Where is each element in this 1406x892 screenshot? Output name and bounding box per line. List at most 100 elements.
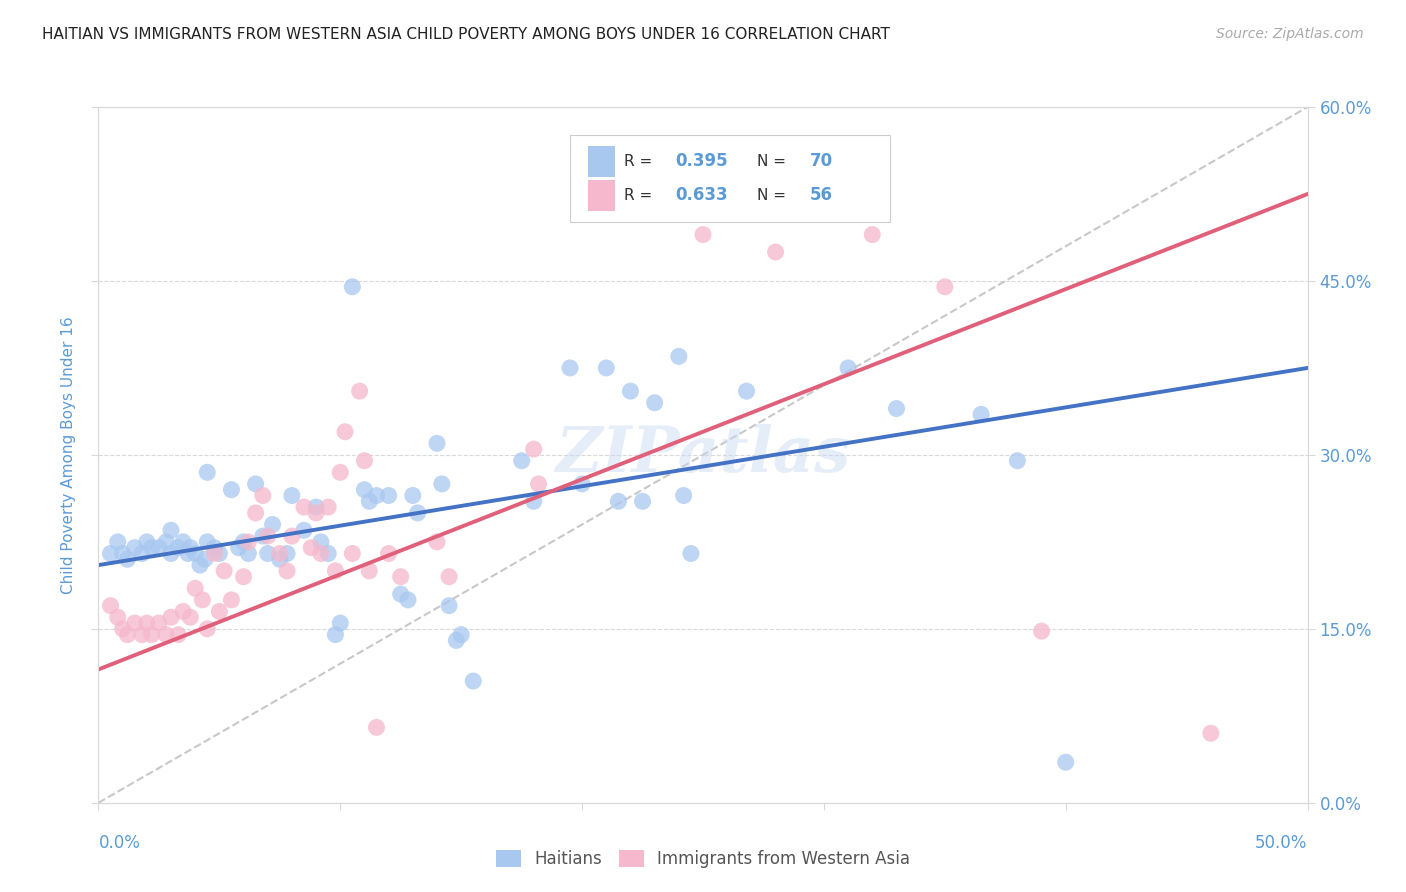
Point bbox=[619, 384, 641, 398]
Point bbox=[179, 541, 201, 555]
Point bbox=[309, 546, 332, 561]
Point bbox=[316, 500, 339, 514]
Point bbox=[934, 279, 956, 293]
Point bbox=[262, 517, 284, 532]
Point bbox=[631, 494, 654, 508]
Point bbox=[208, 605, 231, 619]
Point bbox=[1054, 755, 1077, 769]
Point bbox=[111, 546, 134, 561]
Point bbox=[124, 615, 146, 630]
Point bbox=[402, 489, 425, 503]
Point bbox=[221, 592, 243, 607]
Point bbox=[679, 546, 702, 561]
Point bbox=[221, 483, 243, 497]
Point bbox=[160, 610, 183, 624]
Point bbox=[256, 529, 278, 543]
Point bbox=[349, 384, 371, 398]
Point bbox=[305, 506, 328, 520]
Point bbox=[100, 546, 122, 561]
Text: 56: 56 bbox=[810, 186, 832, 204]
Point bbox=[131, 628, 153, 642]
Point bbox=[148, 615, 170, 630]
Point bbox=[160, 546, 183, 561]
Point bbox=[450, 628, 472, 642]
Point bbox=[252, 489, 274, 503]
Point bbox=[1007, 453, 1029, 467]
Point bbox=[292, 523, 315, 537]
Point bbox=[195, 622, 218, 636]
Point bbox=[184, 582, 207, 596]
Y-axis label: Child Poverty Among Boys Under 16: Child Poverty Among Boys Under 16 bbox=[60, 316, 76, 594]
Text: N =: N = bbox=[758, 153, 792, 169]
Point bbox=[194, 552, 217, 566]
Point bbox=[135, 534, 157, 549]
Point bbox=[765, 244, 787, 259]
Point bbox=[160, 523, 183, 537]
Point bbox=[131, 546, 153, 561]
Point bbox=[124, 541, 146, 555]
Point bbox=[406, 506, 429, 520]
Text: 0.0%: 0.0% bbox=[98, 834, 141, 852]
Point bbox=[437, 569, 460, 583]
Point bbox=[292, 500, 315, 514]
Point bbox=[107, 534, 129, 549]
Point bbox=[177, 546, 200, 561]
Point bbox=[276, 564, 298, 578]
Point bbox=[325, 628, 347, 642]
Point bbox=[245, 476, 267, 491]
Text: ZIPatlas: ZIPatlas bbox=[555, 425, 851, 485]
Point bbox=[837, 360, 859, 375]
Point bbox=[366, 721, 388, 735]
Text: R =: R = bbox=[624, 188, 658, 202]
Point bbox=[607, 494, 630, 508]
Point bbox=[353, 453, 375, 467]
Point bbox=[389, 569, 412, 583]
Point bbox=[141, 541, 163, 555]
Point bbox=[305, 500, 328, 514]
Point bbox=[359, 494, 381, 508]
Point bbox=[155, 534, 177, 549]
Point bbox=[111, 622, 134, 636]
FancyBboxPatch shape bbox=[569, 135, 890, 222]
Point bbox=[523, 442, 546, 456]
Point bbox=[188, 558, 211, 573]
Point bbox=[366, 489, 388, 503]
Point bbox=[172, 534, 194, 549]
Point bbox=[204, 546, 226, 561]
FancyBboxPatch shape bbox=[588, 145, 614, 177]
Point bbox=[728, 198, 751, 212]
Point bbox=[377, 489, 399, 503]
Point bbox=[212, 564, 235, 578]
Point bbox=[238, 534, 260, 549]
Point bbox=[377, 546, 399, 561]
Point bbox=[527, 476, 550, 491]
Point bbox=[329, 615, 352, 630]
Point bbox=[333, 425, 356, 439]
Point bbox=[860, 227, 883, 242]
Point bbox=[342, 279, 364, 293]
Point bbox=[167, 541, 190, 555]
Point bbox=[141, 628, 163, 642]
Point bbox=[204, 541, 226, 555]
Point bbox=[256, 546, 278, 561]
Point bbox=[353, 483, 375, 497]
Point bbox=[281, 529, 304, 543]
Point bbox=[523, 494, 546, 508]
Point bbox=[1031, 624, 1053, 639]
Point bbox=[195, 466, 218, 480]
Point bbox=[389, 587, 412, 601]
Point bbox=[135, 615, 157, 630]
Point bbox=[232, 569, 254, 583]
Point bbox=[672, 489, 695, 503]
Text: 70: 70 bbox=[810, 153, 832, 170]
Point bbox=[155, 628, 177, 642]
Point bbox=[309, 534, 332, 549]
Point bbox=[595, 360, 617, 375]
Point bbox=[269, 552, 291, 566]
FancyBboxPatch shape bbox=[588, 180, 614, 211]
Point bbox=[117, 552, 139, 566]
Point bbox=[325, 564, 347, 578]
Point bbox=[342, 546, 364, 561]
Text: N =: N = bbox=[758, 188, 792, 202]
Point bbox=[281, 489, 304, 503]
